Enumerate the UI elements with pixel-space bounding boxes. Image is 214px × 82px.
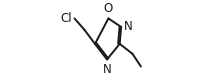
Text: N: N: [103, 63, 111, 76]
Text: O: O: [104, 2, 113, 15]
Text: Cl: Cl: [60, 12, 72, 25]
Text: N: N: [124, 20, 133, 33]
